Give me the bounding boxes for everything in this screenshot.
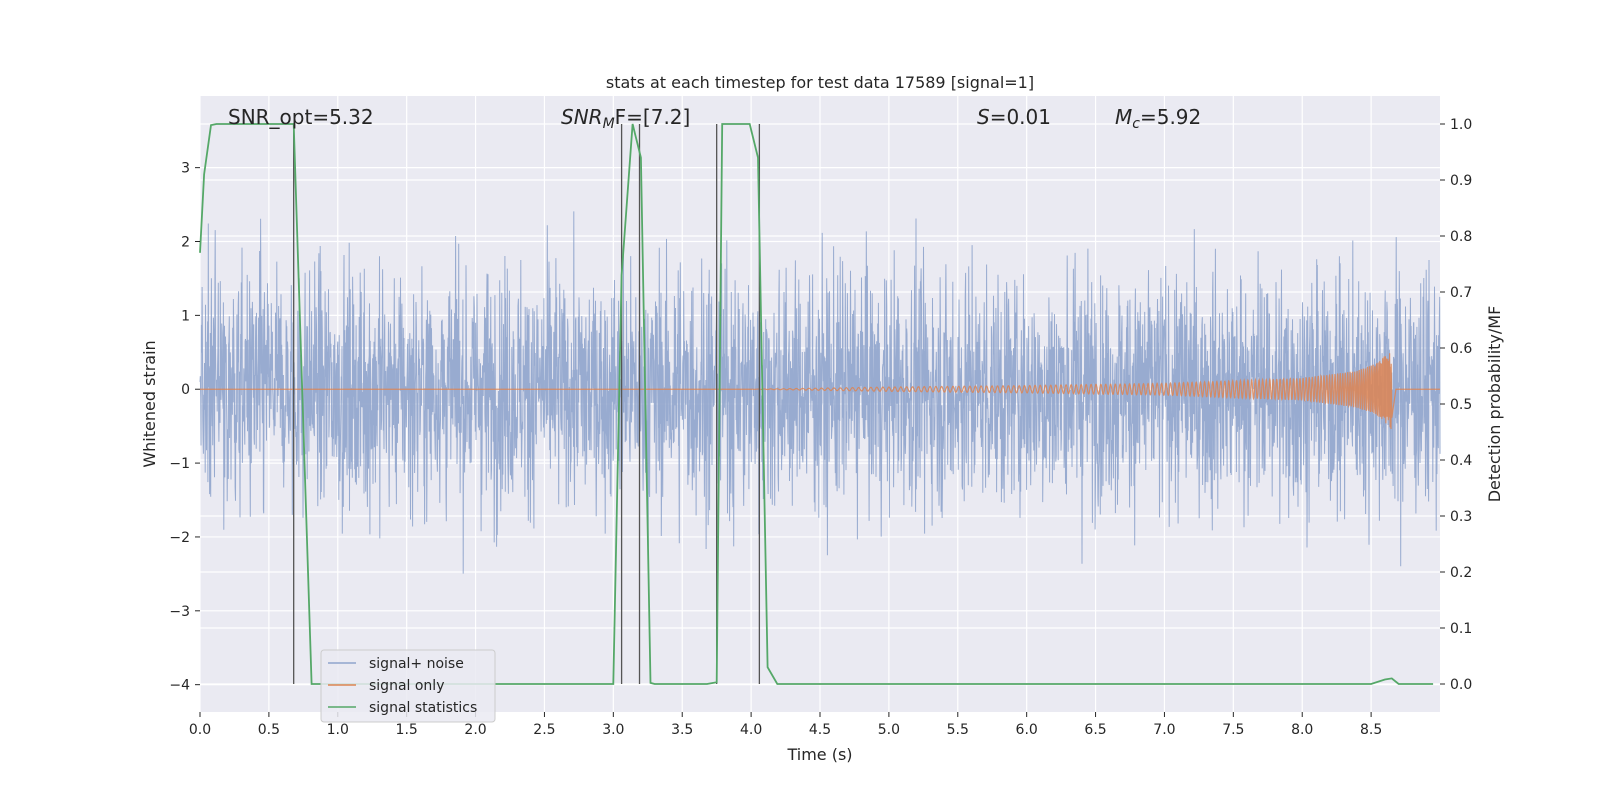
y-right-tick-label: 0.1	[1450, 621, 1472, 637]
legend: signal+ noise signal only signal statist…	[320, 649, 496, 723]
y-right-tick-label: 0.3	[1450, 509, 1472, 525]
x-tick-label: 6.0	[1016, 722, 1038, 738]
y-right-tick-label: 0.4	[1450, 453, 1472, 469]
x-tick-label: 0.0	[189, 722, 211, 738]
annotation-snr-opt: SNR_opt=5.32	[228, 105, 374, 129]
axes: 0.0 0.5 1.0 1.5 2.0 2.5 3.0 3.5 4.0 4.5 5.0 5.5 6.0 6…	[169, 117, 1472, 738]
x-tick-label: 8.0	[1291, 722, 1313, 738]
annotation-mc: Mc=5.92	[1115, 105, 1201, 132]
legend-label-signal-only: signal only	[369, 678, 444, 694]
x-tick-label: 7.0	[1153, 722, 1175, 738]
x-tick-label: 2.0	[464, 722, 486, 738]
x-tick-label: 7.5	[1222, 722, 1244, 738]
y-axis-left-label: Whitened strain	[140, 340, 159, 467]
y-right-tick-label: 0.8	[1450, 229, 1472, 245]
annotation-s: S=0.01	[977, 105, 1051, 129]
annotation-s-main: S	[977, 105, 990, 129]
annotation-snr-mf-sub: M	[603, 116, 615, 132]
y-right-tick-label: 0.9	[1450, 173, 1472, 189]
x-axis-label: Time (s)	[786, 745, 852, 764]
y-left-tick-label: −3	[169, 604, 190, 620]
series-signal-statistics	[199, 123, 1434, 685]
y-left-tick-label: 2	[181, 235, 190, 251]
y-left-tick-label: −1	[169, 456, 190, 472]
x-tick-label: 6.5	[1084, 722, 1106, 738]
annotation-mc-tail: =5.92	[1140, 105, 1201, 129]
x-tick-label: 5.5	[947, 722, 969, 738]
x-tick-label: 8.5	[1360, 722, 1382, 738]
x-tick-label: 1.0	[327, 722, 349, 738]
annotation-snr-mf-tail: F=[7.2]	[615, 105, 691, 129]
legend-label-statistics: signal statistics	[369, 700, 477, 716]
x-tick-label: 3.5	[671, 722, 693, 738]
y-right-tick-label: 0.6	[1450, 341, 1472, 357]
y-axis-right-label: Detection probability/MF	[1485, 306, 1504, 503]
x-tick-label: 1.5	[396, 722, 418, 738]
annotation-mc-main: M	[1115, 105, 1132, 129]
series-signal-only	[200, 353, 1440, 430]
y-left-tick-label: 1	[181, 308, 190, 324]
y-right-tick-label: 0.2	[1450, 565, 1472, 581]
y-left-tick-label: −2	[169, 530, 190, 546]
annotation-mc-sub: c	[1132, 116, 1140, 132]
x-tick-label: 0.5	[258, 722, 280, 738]
y-right-tick-label: 0.0	[1450, 677, 1472, 693]
annotation-s-tail: =0.01	[990, 105, 1051, 129]
x-tick-label: 5.0	[878, 722, 900, 738]
y-left-tick-label: −4	[169, 678, 190, 694]
y-right-tick-label: 0.5	[1450, 397, 1472, 413]
chart-title: stats at each timestep for test data 175…	[606, 73, 1034, 92]
x-tick-label: 3.0	[602, 722, 624, 738]
x-tick-label: 4.0	[740, 722, 762, 738]
signal-only-line	[200, 353, 1440, 430]
annotation-snr-mf-main: SNR	[561, 105, 603, 129]
y-right-tick-label: 0.7	[1450, 285, 1472, 301]
y-left-tick-label: 3	[181, 161, 190, 177]
signal-statistics-line	[199, 123, 1434, 685]
legend-box	[320, 649, 496, 723]
x-tick-label: 2.5	[533, 722, 555, 738]
annotation-snr-mf: SNRMF=[7.2]	[561, 105, 690, 132]
y-right-tick-label: 1.0	[1450, 117, 1472, 133]
series-signal-noise	[199, 211, 1441, 574]
signal-noise-line	[199, 211, 1441, 574]
y-left-tick-label: 0	[181, 382, 190, 398]
x-tick-label: 4.5	[809, 722, 831, 738]
legend-label-noise: signal+ noise	[369, 656, 464, 672]
